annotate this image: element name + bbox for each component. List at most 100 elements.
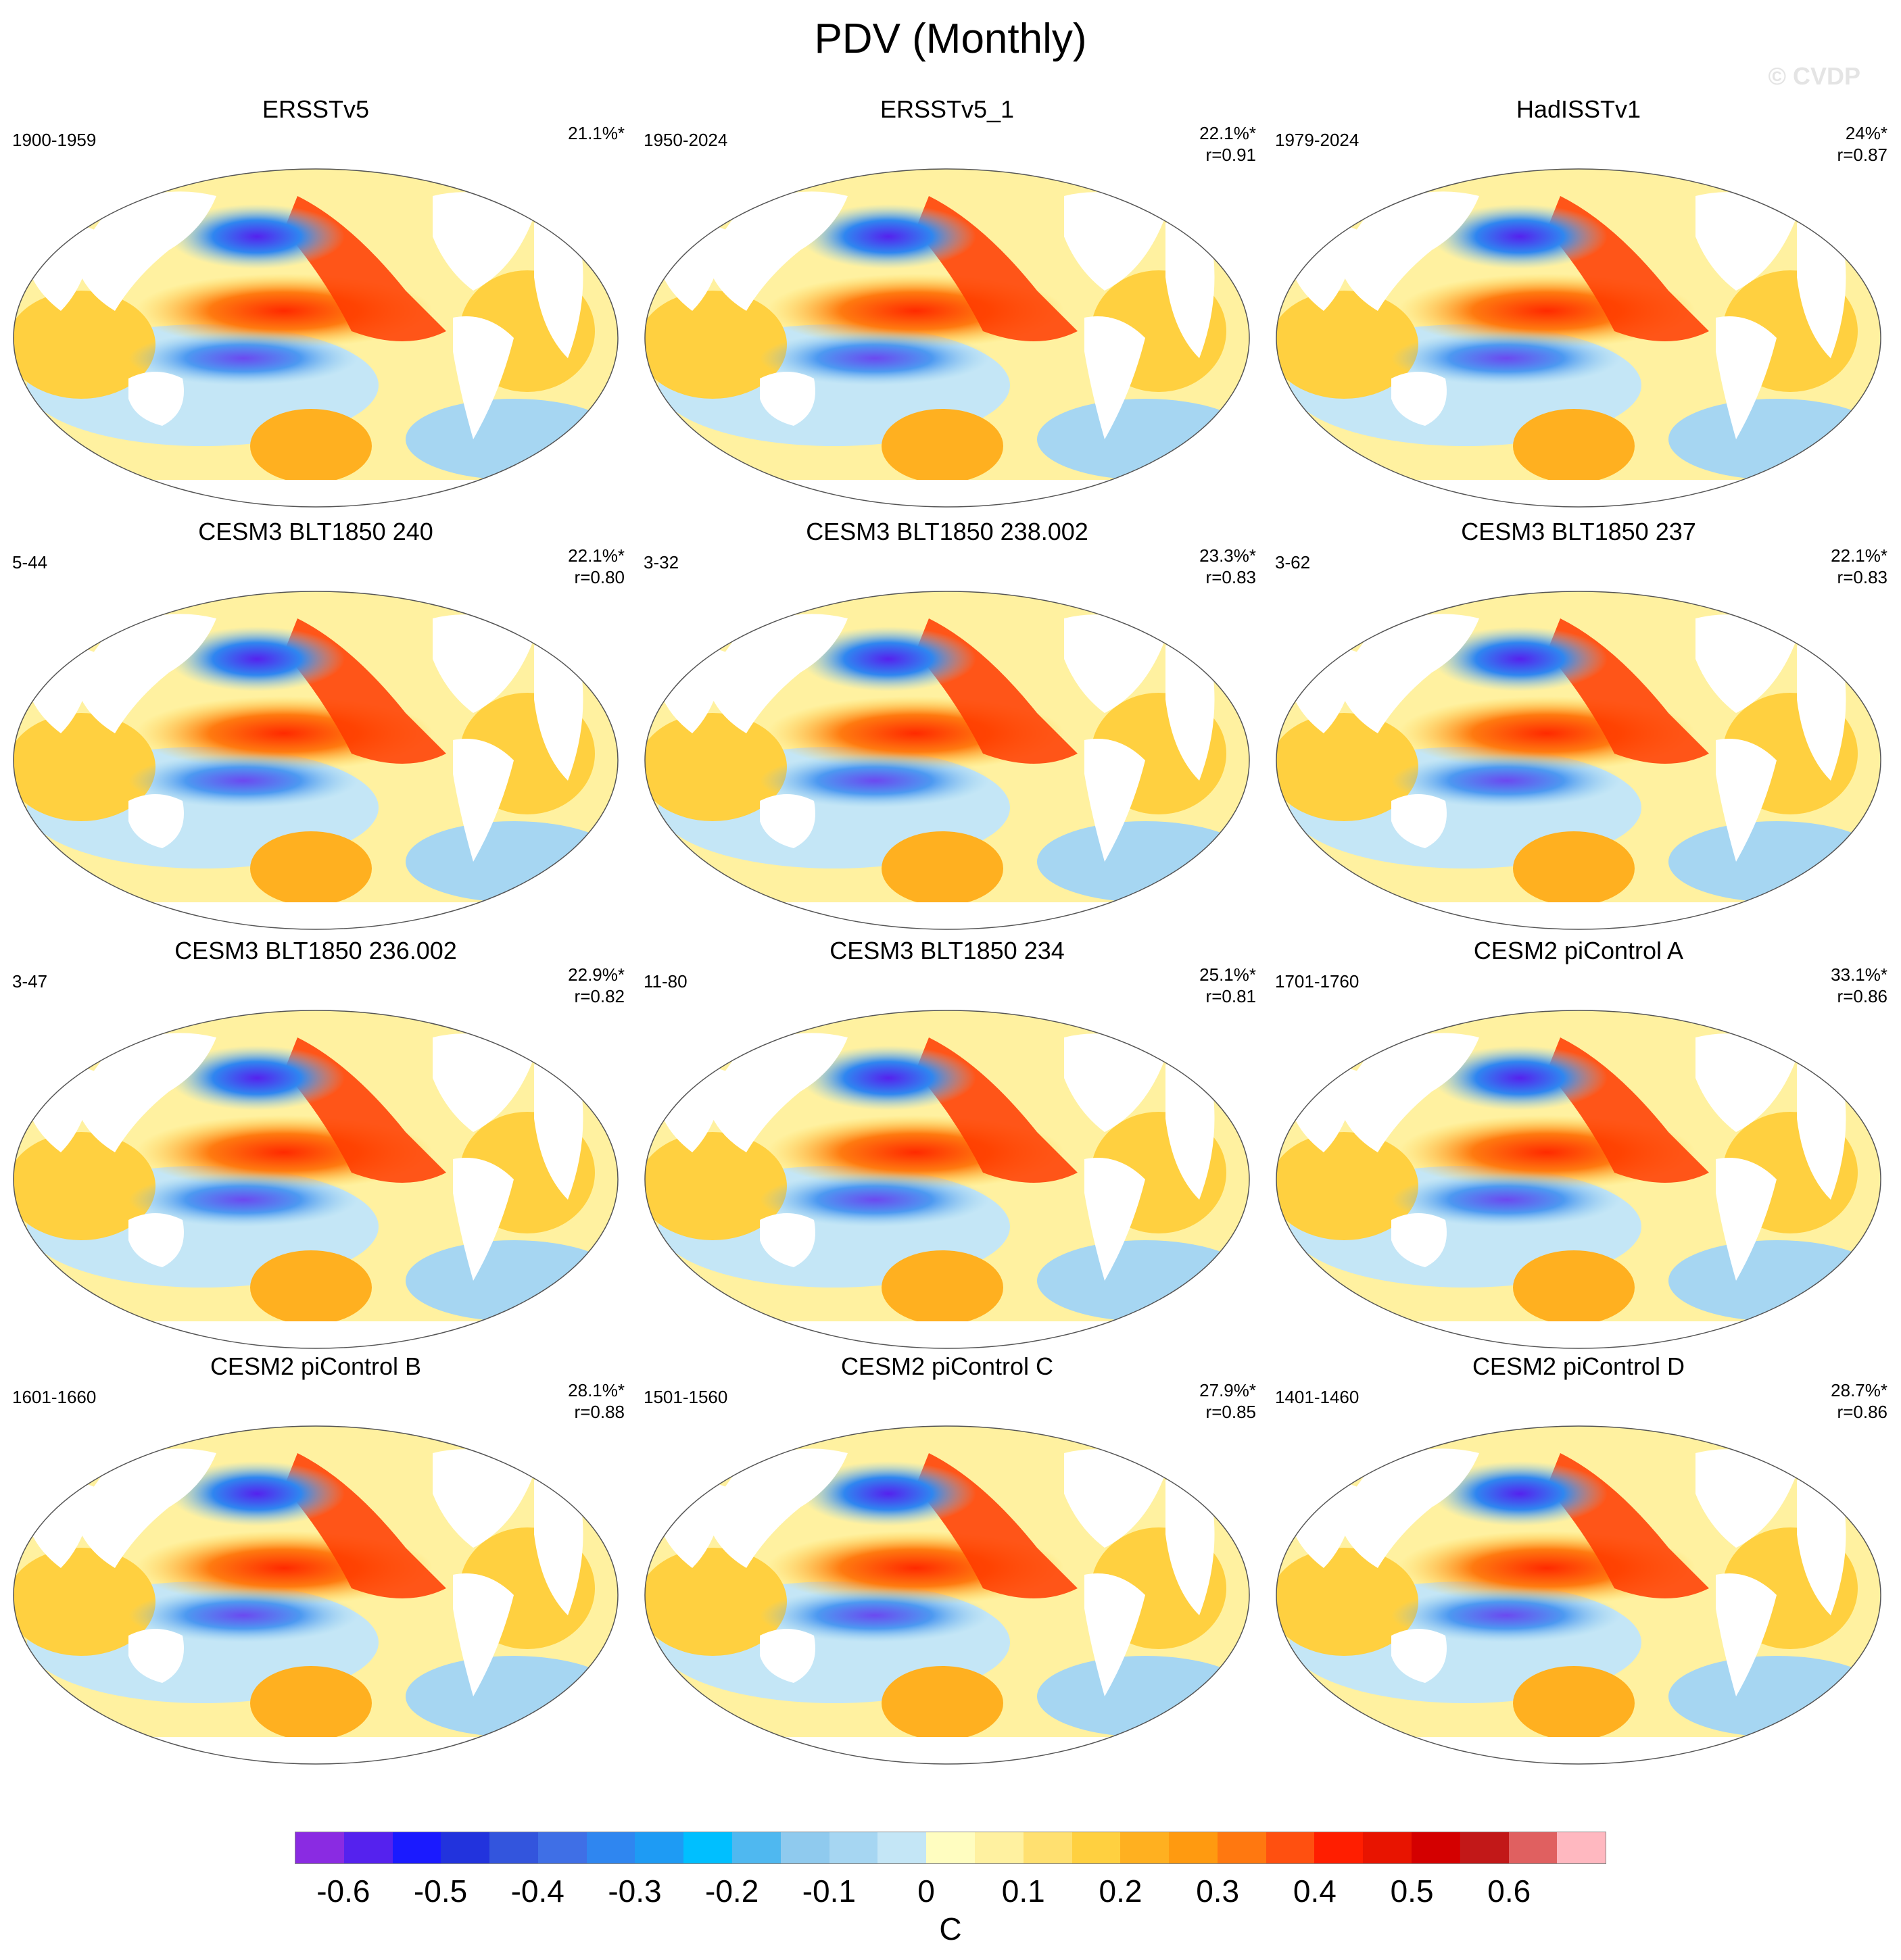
map-panel: CESM2 piControl A 1701-1760 33.1%* r=0.86 — [1263, 936, 1894, 1362]
colorbar-tick-label: 0.1 — [1001, 1873, 1045, 1909]
colorbar-tick-label: 0.5 — [1390, 1873, 1434, 1909]
colorbar-swatch — [1217, 1832, 1266, 1863]
colorbar-swatch — [537, 1832, 587, 1863]
colorbar-swatch — [877, 1832, 927, 1863]
panel-variance-pct: 22.1%* — [1199, 123, 1256, 143]
panel-title: CESM2 piControl D — [1472, 1352, 1685, 1380]
colorbar-swatch — [1072, 1832, 1121, 1863]
panel-period: 1979-2024 — [1275, 130, 1359, 150]
panel-variance-pct: 21.1%* — [568, 123, 625, 143]
panel-period: 5-44 — [12, 552, 48, 572]
panel-variance-pct: 22.9%* — [568, 964, 625, 985]
panel-title: ERSSTv5_1 — [880, 95, 1015, 123]
panel-pattern-corr: r=0.85 — [1205, 1402, 1256, 1422]
panel-title: CESM2 piControl B — [210, 1352, 422, 1380]
panel-period: 11-80 — [644, 971, 688, 991]
panel-title: CESM2 piControl C — [840, 1352, 1054, 1380]
panel-variance-pct: 33.1%* — [1831, 964, 1887, 985]
colorbar-swatch — [1023, 1832, 1072, 1863]
panel-variance-pct: 28.7%* — [1831, 1380, 1887, 1400]
colorbar — [295, 1832, 1606, 1864]
panel-variance-pct: 24%* — [1845, 123, 1887, 143]
panel-title: CESM3 BLT1850 234 — [829, 937, 1065, 964]
map-panel: ERSSTv5_1 1950-2024 22.1%* r=0.91 — [631, 95, 1263, 520]
panel-period: 1601-1660 — [12, 1387, 97, 1407]
panel-period: 1950-2024 — [644, 130, 728, 150]
colorbar-swatch — [732, 1832, 781, 1863]
pdv-map-5 — [1276, 591, 1881, 930]
panel-variance-pct: 27.9%* — [1199, 1380, 1256, 1400]
colorbar-swatch — [586, 1832, 635, 1863]
map-panel: CESM3 BLT1850 234 11-80 25.1%* r=0.81 — [631, 936, 1263, 1362]
map-panel: CESM3 BLT1850 236.002 3-47 22.9%* r=0.82 — [0, 936, 631, 1362]
colorbar-swatch — [926, 1832, 975, 1863]
colorbar-swatch — [1363, 1832, 1412, 1863]
map-panel: CESM3 BLT1850 240 5-44 22.1%* r=0.80 — [0, 517, 631, 943]
colorbar-swatch — [489, 1832, 538, 1863]
colorbar-tick-label: -0.5 — [413, 1873, 468, 1909]
panel-period: 3-47 — [12, 971, 48, 991]
panel-pattern-corr: r=0.86 — [1837, 986, 1887, 1006]
panel-title: CESM3 BLT1850 238.002 — [806, 518, 1088, 545]
map-panel: CESM2 piControl C 1501-1560 27.9%* r=0.85 — [631, 1352, 1263, 1778]
panel-pattern-corr: r=0.83 — [1837, 567, 1887, 587]
pdv-map-8 — [1276, 1010, 1881, 1349]
colorbar-swatch — [974, 1832, 1024, 1863]
colorbar-swatch — [392, 1832, 441, 1863]
colorbar-swatch — [1508, 1832, 1558, 1863]
map-panel: ERSSTv5 1900-1959 21.1%* — [0, 95, 631, 520]
colorbar-swatch — [1120, 1832, 1170, 1863]
panel-pattern-corr: r=0.86 — [1837, 1402, 1887, 1422]
colorbar-swatch — [1266, 1832, 1315, 1863]
panel-variance-pct: 22.1%* — [568, 545, 625, 566]
colorbar-tick-label: 0.4 — [1293, 1873, 1337, 1909]
panel-pattern-corr: r=0.87 — [1837, 145, 1887, 165]
colorbar-ticks: -0.6 -0.5 -0.4 -0.3 -0.2 -0.1 0 0.1 0.2 0.3 0.4 0.5… — [295, 1872, 1606, 1913]
pdv-map-4 — [644, 591, 1250, 930]
colorbar-tick-label: 0.6 — [1487, 1873, 1531, 1909]
colorbar-tick-label: 0.3 — [1196, 1873, 1240, 1909]
panel-title: CESM2 piControl A — [1473, 937, 1684, 964]
colorbar-tick-label: -0.6 — [316, 1873, 370, 1909]
colorbar-unit: C — [939, 1911, 962, 1946]
colorbar-swatch — [635, 1832, 684, 1863]
panel-pattern-corr: r=0.88 — [574, 1402, 625, 1422]
pdv-map-9 — [13, 1425, 619, 1765]
panel-variance-pct: 28.1%* — [568, 1380, 625, 1400]
map-panel: HadISSTv1 1979-2024 24%* r=0.87 — [1263, 95, 1894, 520]
watermark: © CVDP — [1768, 62, 1860, 90]
panel-title: CESM3 BLT1850 236.002 — [174, 937, 457, 964]
panel-pattern-corr: r=0.91 — [1205, 145, 1256, 165]
panel-title: CESM3 BLT1850 237 — [1461, 518, 1696, 545]
pdv-map-11 — [1276, 1425, 1881, 1765]
colorbar-swatch — [343, 1832, 393, 1863]
colorbar-swatch — [829, 1832, 878, 1863]
colorbar-swatch — [780, 1832, 829, 1863]
figure-title: PDV (Monthly) — [814, 16, 1087, 62]
panel-pattern-corr: r=0.82 — [574, 986, 625, 1006]
map-panel: CESM3 BLT1850 237 3-62 22.1%* r=0.83 — [1263, 517, 1894, 943]
panel-title: ERSSTv5 — [262, 95, 370, 123]
colorbar-swatch — [1460, 1832, 1509, 1863]
panel-variance-pct: 23.3%* — [1199, 545, 1256, 566]
panel-period: 3-62 — [1275, 552, 1311, 572]
colorbar-swatch — [1169, 1832, 1218, 1863]
panel-period: 1401-1460 — [1275, 1387, 1359, 1407]
panel-pattern-corr: r=0.80 — [574, 567, 625, 587]
colorbar-swatch — [295, 1832, 344, 1863]
panel-title: CESM3 BLT1850 240 — [198, 518, 433, 545]
colorbar-tick-label: -0.4 — [510, 1873, 564, 1909]
pdv-map-1 — [644, 168, 1250, 508]
panel-period: 1900-1959 — [12, 130, 97, 150]
colorbar-tick-label: -0.1 — [802, 1873, 856, 1909]
panel-variance-pct: 22.1%* — [1831, 545, 1887, 566]
panel-pattern-corr: r=0.81 — [1205, 986, 1256, 1006]
map-panel: CESM2 piControl B 1601-1660 28.1%* r=0.88 — [0, 1352, 631, 1778]
panel-title: HadISSTv1 — [1516, 95, 1641, 123]
pdv-map-2 — [1276, 168, 1881, 508]
colorbar-tick-label: -0.3 — [608, 1873, 662, 1909]
colorbar-tick-label: 0.2 — [1099, 1873, 1142, 1909]
colorbar-swatch — [441, 1832, 490, 1863]
colorbar-swatch — [1314, 1832, 1364, 1863]
panel-variance-pct: 25.1%* — [1199, 964, 1256, 985]
